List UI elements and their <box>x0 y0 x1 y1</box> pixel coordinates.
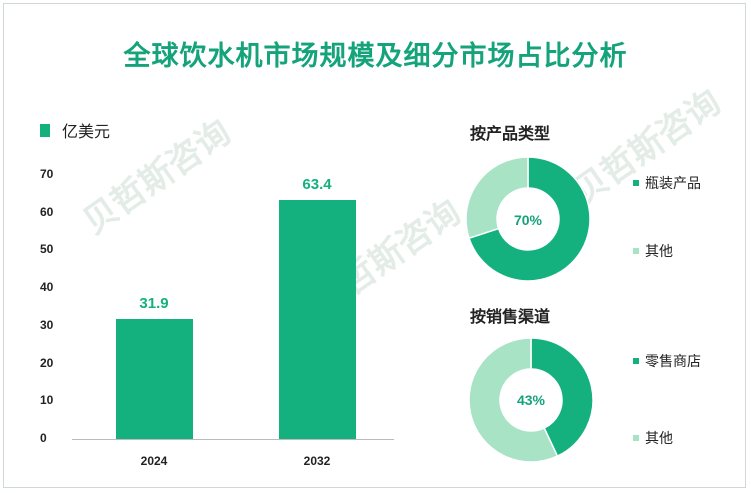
legend-item-channel-0: 零售商店 <box>633 351 701 371</box>
unit-legend-label: 亿美元 <box>62 122 111 141</box>
bar-value-label: 63.4 <box>302 175 332 193</box>
legend-label: 瓶装产品 <box>645 176 701 192</box>
legend-label: 其他 <box>645 431 673 447</box>
legend-dot <box>633 435 639 441</box>
legend-item-product-1: 其他 <box>633 241 673 261</box>
unit-legend-swatch <box>40 123 50 137</box>
legend-dot <box>633 248 639 254</box>
x-tick-label: 2032 <box>303 454 331 468</box>
x-tick-label: 2024 <box>140 454 168 468</box>
donut-slice-零售商店 <box>530 337 594 458</box>
y-tick-label: 30 <box>40 317 54 332</box>
legend-item-product-0: 瓶装产品 <box>633 173 701 193</box>
donut-slice-瓶装产品 <box>468 156 591 282</box>
donut-product-center-label: 70% <box>513 212 543 228</box>
y-tick-label: 50 <box>40 242 54 257</box>
legend-label: 其他 <box>645 244 673 260</box>
y-tick-label: 10 <box>40 393 54 408</box>
unit-legend: 亿美元 <box>40 118 110 142</box>
bar-2024 <box>115 318 193 439</box>
legend-label: 零售商店 <box>645 354 701 370</box>
chart-title: 全球饮水机市场规模及细分市场占比分析 <box>123 41 628 72</box>
y-tick-label: 60 <box>40 204 54 219</box>
y-tick-label: 20 <box>40 355 54 370</box>
bar-2032 <box>278 199 356 439</box>
x-axis-line <box>72 439 394 440</box>
y-tick-label: 0 <box>40 431 47 445</box>
legend-dot <box>633 180 639 186</box>
pie-title-channel: 按销售渠道 <box>470 307 551 326</box>
donut-channel <box>468 337 594 463</box>
y-tick-label: 40 <box>40 280 54 295</box>
legend-dot <box>633 358 639 364</box>
bar-value-label: 31.9 <box>139 294 169 312</box>
donut-slice-其他 <box>465 156 529 240</box>
y-tick-label: 70 <box>40 167 54 181</box>
donut-slice-其他 <box>468 337 559 463</box>
donut-product <box>465 156 591 282</box>
donut-channel-center-label: 43% <box>516 392 546 408</box>
legend-item-channel-1: 其他 <box>633 428 673 448</box>
pie-title-product: 按产品类型 <box>470 124 551 143</box>
